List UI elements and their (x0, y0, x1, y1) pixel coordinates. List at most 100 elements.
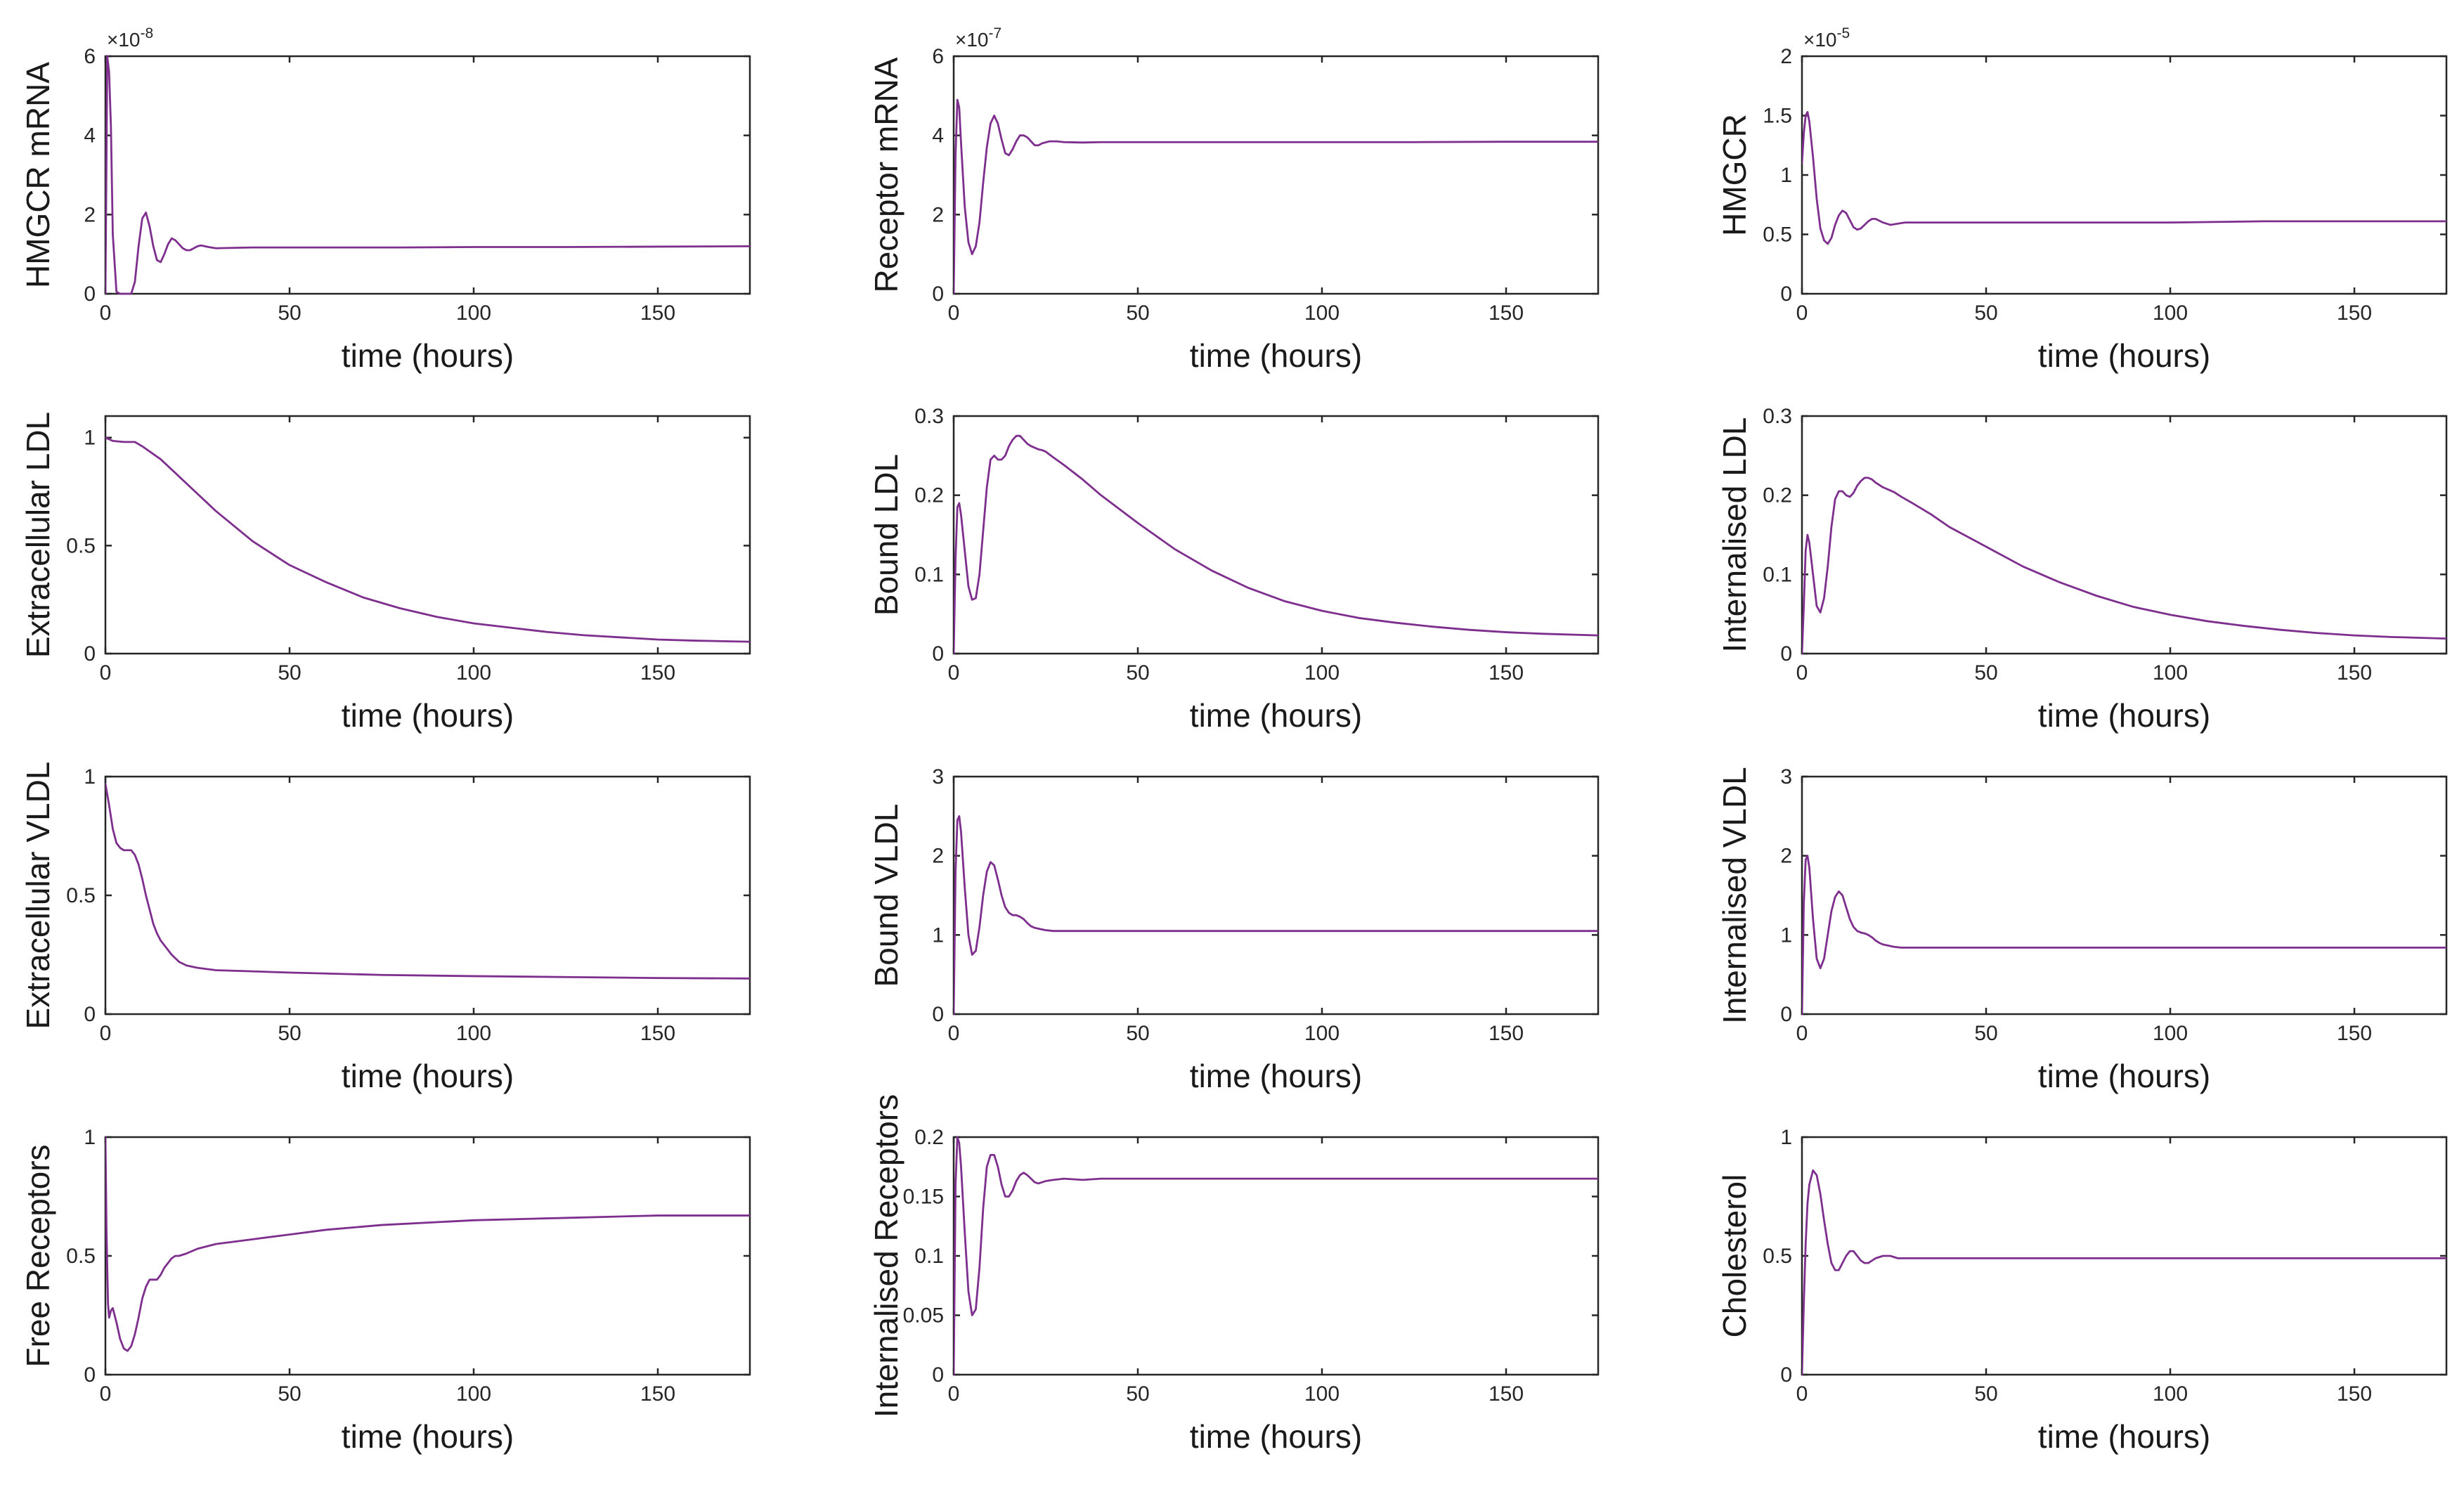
x-tick-label: 100 (456, 661, 491, 685)
y-tick-label: 0.3 (1763, 405, 1792, 428)
y-axis-label: Free Receptors (20, 1144, 56, 1367)
x-tick-label: 0 (100, 1382, 112, 1406)
series-line-internalised-receptors (954, 1136, 1598, 1376)
series-line-internalised-ldl (1802, 476, 2446, 655)
exponent-base: ×10 (1803, 29, 1837, 51)
y-tick-label: 0 (84, 642, 96, 666)
y-tick-label: 1 (84, 427, 96, 450)
y-tick-label: 1 (84, 1126, 96, 1149)
y-axis-label: Bound LDL (868, 454, 904, 616)
y-tick-label: 4 (84, 124, 96, 148)
x-tick-label: 50 (1974, 301, 1997, 325)
axes-frame (1801, 775, 2448, 1016)
x-tick-label: 0 (948, 661, 960, 685)
y-tick-label: 0.2 (914, 1126, 944, 1149)
series-line-bound-ldl (954, 434, 1598, 655)
x-tick-label: 100 (1304, 1022, 1340, 1045)
axes-frame (104, 415, 751, 655)
y-tick-label: 0 (1780, 642, 1792, 666)
x-tick-label: 100 (2153, 301, 2188, 325)
y-axis-label: HMGCR (1716, 114, 1753, 236)
x-tick-label: 50 (278, 1382, 301, 1406)
exponent-power: -7 (989, 25, 1002, 41)
x-tick-label: 150 (1489, 1022, 1524, 1045)
x-tick-label: 150 (640, 1022, 675, 1045)
x-tick-label: 150 (2337, 301, 2372, 325)
y-tick-label: 0.3 (914, 405, 944, 428)
y-axis-label: Receptor mRNA (868, 57, 904, 292)
x-tick-label: 100 (2153, 1022, 2188, 1045)
x-tick-label: 50 (1126, 661, 1149, 685)
x-tick-label: 50 (1126, 1022, 1149, 1045)
x-tick-label: 0 (948, 1022, 960, 1045)
y-tick-label: 0 (84, 1363, 96, 1387)
chart-panel-receptor-mrna: 0 50 100 150 0 2 4 6 time (hours) Receptor mRNA ×1… (868, 25, 1600, 374)
y-tick-label: 0.2 (914, 484, 944, 507)
x-axis-label: time (hours) (2038, 337, 2210, 374)
y-tick-label: 0.1 (914, 563, 944, 586)
x-axis-label: time (hours) (342, 337, 514, 374)
y-tick-label: 0 (84, 283, 96, 306)
x-tick-label: 150 (1489, 1382, 1524, 1406)
x-tick-label: 0 (948, 1382, 960, 1406)
x-tick-label: 100 (456, 1382, 491, 1406)
y-axis-label: HMGCR mRNA (20, 62, 56, 288)
axes-frame (104, 1136, 751, 1376)
chart-panel-bound-ldl: 0 50 100 150 0 0.1 0.2 0.3 time (hours) Bound LDL (868, 405, 1600, 734)
y-tick-label: 3 (932, 765, 944, 789)
x-tick-label: 150 (1489, 661, 1524, 685)
y-tick-label: 2 (1780, 45, 1792, 68)
x-tick-label: 0 (1796, 1382, 1808, 1406)
x-tick-label: 0 (1796, 301, 1808, 325)
y-axis-label: Cholesterol (1716, 1174, 1753, 1338)
axes-frame (1801, 55, 2448, 295)
chart-panel-hmgcr-mrna: 0 50 100 150 0 2 4 6 time (hours) HMGCR mRNA ×10-8 (20, 25, 751, 374)
chart-panel-internalised-vldl: 0 50 100 150 0 1 2 3 time (hours) Internalised VL… (1716, 765, 2448, 1094)
y-tick-label: 0.05 (903, 1304, 944, 1328)
series-line-receptor-mrna (954, 98, 1598, 295)
chart-panel-internalised-receptors: 0 50 100 150 0 0.05 0.1 0.15 0.2 time (hours) Inte… (868, 1094, 1600, 1455)
x-tick-label: 150 (2337, 1022, 2372, 1045)
y-tick-label: 4 (932, 124, 944, 148)
chart-panel-extracellular-vldl: 0 50 100 150 0 0.5 1 time (hours) Extracellular … (20, 762, 751, 1094)
x-axis-label: time (hours) (342, 1418, 514, 1455)
y-axis-exponent: ×10-7 (955, 25, 1001, 51)
chart-panel-free-receptors: 0 50 100 150 0 0.5 1 time (hours) Free Receptors (20, 1126, 751, 1455)
x-tick-label: 150 (1489, 301, 1524, 325)
axes-frame (104, 55, 751, 295)
y-tick-label: 0.1 (914, 1245, 944, 1268)
y-tick-label: 0 (932, 1363, 944, 1387)
x-tick-label: 50 (1974, 661, 1997, 685)
y-tick-label: 0.5 (66, 1245, 96, 1268)
axes-frame (952, 55, 1600, 295)
y-tick-label: 1 (1780, 164, 1792, 187)
x-tick-label: 100 (2153, 661, 2188, 685)
y-tick-label: 0.15 (903, 1186, 944, 1209)
x-axis-label: time (hours) (2038, 697, 2210, 734)
y-tick-label: 2 (1780, 845, 1792, 868)
x-tick-label: 50 (278, 1022, 301, 1045)
series-line-hmgcr-mrna (105, 55, 750, 295)
x-tick-label: 100 (456, 1022, 491, 1045)
y-tick-label: 0 (932, 283, 944, 306)
x-tick-label: 0 (100, 1022, 112, 1045)
x-tick-label: 150 (640, 1382, 675, 1406)
x-axis-label: time (hours) (1190, 1058, 1362, 1094)
y-axis-label: Extracellular LDL (20, 412, 56, 658)
y-axis-label: Internalised LDL (1716, 417, 1753, 653)
series-line-extracellular-ldl (105, 436, 750, 643)
y-tick-label: 0.5 (1763, 223, 1792, 247)
x-tick-label: 0 (948, 301, 960, 325)
x-tick-label: 0 (1796, 661, 1808, 685)
y-tick-label: 0.1 (1763, 563, 1792, 586)
y-tick-label: 0 (84, 1003, 96, 1026)
y-tick-label: 6 (84, 45, 96, 68)
y-tick-label: 1.5 (1763, 105, 1792, 128)
y-tick-label: 0 (932, 642, 944, 666)
series-line-internalised-vldl (1802, 855, 2446, 1016)
y-axis-label: Internalised VLDL (1716, 767, 1753, 1024)
x-tick-label: 100 (1304, 301, 1340, 325)
axes-frame (952, 775, 1600, 1016)
x-axis-label: time (hours) (2038, 1058, 2210, 1094)
y-axis-exponent: ×10-8 (107, 25, 153, 51)
